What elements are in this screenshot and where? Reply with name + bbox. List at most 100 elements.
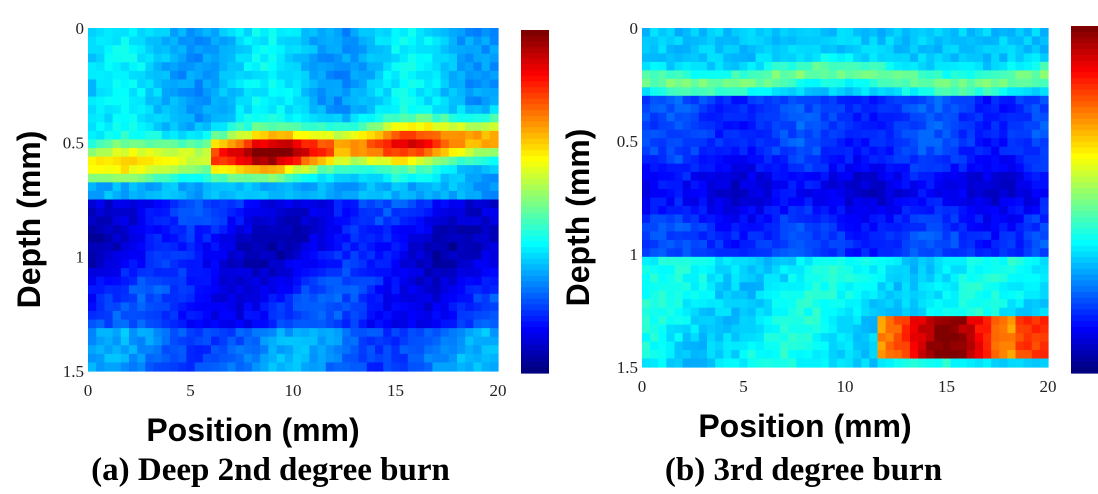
heatmap-cell	[211, 190, 220, 201]
heatmap-cell	[674, 189, 684, 199]
heatmap-cell	[1023, 61, 1033, 71]
heatmap-cell	[252, 336, 261, 346]
heatmap-cell	[893, 104, 903, 114]
heatmap-cell	[958, 138, 968, 148]
heatmap-cell	[350, 45, 360, 55]
heatmap-cell	[243, 216, 253, 226]
heatmap-cell	[145, 225, 155, 235]
heatmap-cell	[145, 250, 155, 261]
heatmap-cell	[983, 205, 992, 216]
heatmap-cell	[1023, 265, 1033, 275]
heatmap-cell	[706, 53, 716, 63]
heatmap-cell	[465, 36, 474, 46]
heatmap-cell	[763, 44, 773, 55]
heatmap-cell	[489, 122, 499, 132]
heatmap-cell	[739, 273, 749, 283]
heatmap-cell	[186, 70, 196, 81]
heatmap-cell	[885, 214, 895, 224]
heatmap-cell	[145, 190, 155, 201]
heatmap-cell	[820, 95, 830, 105]
colorbar-segment	[1071, 31, 1098, 39]
heatmap-cell	[877, 28, 887, 38]
heatmap-cell	[780, 172, 789, 182]
heatmap-cell	[334, 113, 343, 123]
heatmap-cell	[424, 268, 433, 278]
heatmap-cell	[391, 276, 401, 286]
heatmap-cell	[706, 121, 716, 131]
heatmap-cell	[407, 302, 417, 312]
heatmap-cell	[771, 222, 781, 232]
heatmap-cell	[325, 242, 335, 252]
heatmap-cell	[457, 285, 466, 295]
heatmap-cell	[416, 276, 425, 286]
heatmap-cell	[473, 250, 483, 261]
heatmap-cell	[666, 350, 676, 360]
heatmap-cell	[309, 310, 319, 321]
heatmap-cell	[96, 173, 105, 183]
heatmap-cell	[828, 95, 838, 105]
heatmap-cell	[804, 28, 814, 38]
heatmap-cell	[650, 205, 659, 216]
heatmap-cell	[731, 61, 741, 71]
heatmap-cell	[440, 70, 450, 81]
heatmap-cell	[325, 88, 335, 98]
heatmap-cell	[407, 310, 417, 321]
heatmap-cell	[120, 216, 130, 226]
heatmap-cell	[432, 113, 442, 123]
heatmap-cell	[243, 139, 253, 149]
heatmap-cell	[999, 112, 1008, 122]
colorbar-segment	[1071, 344, 1098, 351]
heatmap-cell	[942, 180, 952, 190]
heatmap-cell	[358, 96, 368, 106]
heatmap-cell	[666, 316, 676, 326]
heatmap-cell	[861, 104, 870, 114]
heatmap-cell	[796, 282, 805, 292]
heatmap-cell	[243, 345, 253, 355]
heatmap-cell	[407, 319, 417, 329]
heatmap-cell	[869, 70, 879, 80]
heatmap-cell	[999, 28, 1008, 38]
heatmap-cell	[202, 285, 212, 295]
heatmap-cell	[334, 310, 343, 321]
heatmap-cell	[1031, 138, 1041, 148]
heatmap-cell	[845, 189, 854, 199]
heatmap-cell	[276, 328, 286, 338]
chart-panel-a: 0 0.5 1 1.5 0 5 10 15 20 Position (mm) Depth (mm) …	[11, 19, 549, 488]
heatmap-cell	[227, 113, 237, 123]
heatmap-cell	[334, 259, 343, 269]
heatmap-cell	[974, 222, 984, 232]
heatmap-cell	[383, 302, 392, 312]
heatmap-cell	[202, 302, 212, 312]
heatmap-cell	[650, 78, 659, 88]
heatmap-cell	[1023, 163, 1033, 173]
heatmap-cell	[211, 165, 220, 175]
heatmap-cell	[276, 353, 286, 364]
heatmap-cell	[836, 299, 846, 309]
heatmap-cell	[161, 88, 171, 98]
heatmap-cell	[202, 190, 212, 201]
heatmap-cell	[1023, 324, 1033, 334]
heatmap-cell	[235, 113, 245, 123]
colorbar-segment	[521, 127, 549, 134]
heatmap-cell	[771, 61, 781, 71]
heatmap-cell	[317, 319, 327, 329]
heatmap-cell	[950, 44, 960, 55]
heatmap-cell	[642, 333, 651, 343]
heatmap-cell	[260, 362, 269, 372]
heatmap-cell	[690, 129, 700, 139]
heatmap-cell	[260, 233, 269, 243]
heatmap-cell	[170, 28, 179, 38]
heatmap-cell	[926, 44, 935, 55]
colorbar-segment	[521, 64, 549, 71]
heatmap-cell	[88, 268, 97, 278]
heatmap-cell	[145, 88, 155, 98]
heatmap-cell	[153, 182, 163, 192]
heatmap-cell	[88, 62, 97, 72]
heatmap-cell	[1039, 129, 1049, 139]
heatmap-cell	[828, 87, 838, 97]
heatmap-cell	[391, 225, 401, 235]
heatmap-cell	[869, 358, 879, 368]
heatmap-cell	[682, 70, 692, 80]
heatmap-cell	[301, 259, 310, 269]
heatmap-cell	[260, 259, 269, 269]
